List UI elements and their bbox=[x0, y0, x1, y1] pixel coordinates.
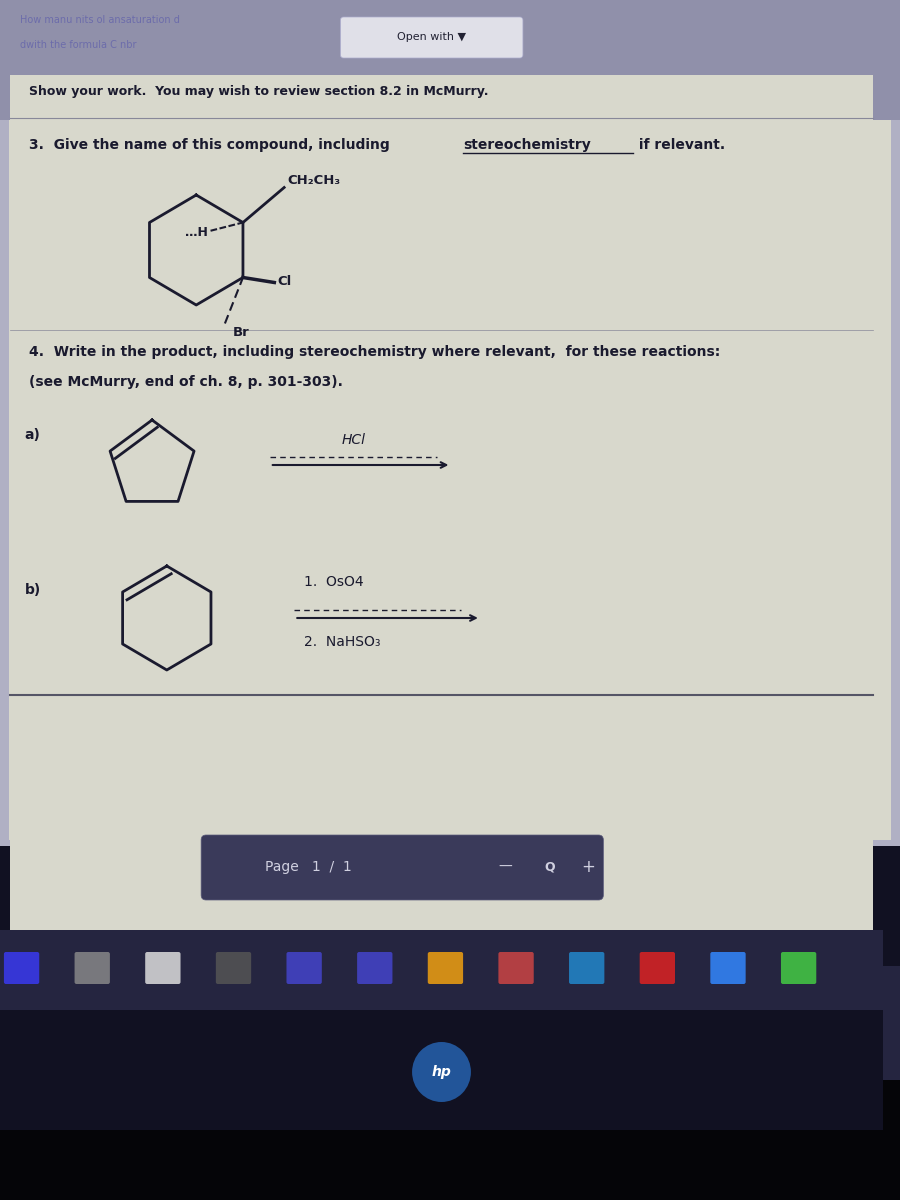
Text: Show your work.  You may wish to review section 8.2 in McMurry.: Show your work. You may wish to review s… bbox=[30, 85, 489, 98]
FancyBboxPatch shape bbox=[216, 952, 251, 984]
Text: hp: hp bbox=[432, 1066, 452, 1079]
FancyBboxPatch shape bbox=[145, 952, 181, 984]
Text: —: — bbox=[499, 860, 512, 874]
Text: Q: Q bbox=[544, 860, 554, 874]
Text: 2.  NaHSO₃: 2. NaHSO₃ bbox=[304, 635, 381, 649]
Bar bbox=[0, 846, 900, 966]
Bar bbox=[10, 74, 873, 930]
Text: stereochemistry: stereochemistry bbox=[464, 138, 590, 152]
Text: CH₂CH₃: CH₂CH₃ bbox=[287, 174, 340, 187]
FancyBboxPatch shape bbox=[286, 952, 322, 984]
Text: b): b) bbox=[24, 583, 40, 596]
Text: Cl: Cl bbox=[277, 275, 292, 288]
Bar bbox=[0, 1130, 883, 1200]
Bar bbox=[0, 966, 900, 1080]
Bar bbox=[9, 120, 891, 840]
FancyBboxPatch shape bbox=[569, 952, 605, 984]
Text: +: + bbox=[581, 858, 596, 876]
Text: 1.  OsO4: 1. OsO4 bbox=[304, 575, 364, 589]
FancyBboxPatch shape bbox=[428, 952, 464, 984]
Text: Page   1  /  1: Page 1 / 1 bbox=[265, 860, 352, 874]
Text: 3.  Give the name of this compound, including: 3. Give the name of this compound, inclu… bbox=[30, 138, 395, 152]
Text: Br: Br bbox=[233, 326, 250, 340]
Bar bbox=[0, 0, 900, 120]
Bar bbox=[0, 0, 900, 846]
Text: How manu nits ol ansaturation d: How manu nits ol ansaturation d bbox=[20, 14, 179, 25]
FancyBboxPatch shape bbox=[4, 952, 40, 984]
FancyBboxPatch shape bbox=[340, 17, 523, 58]
FancyBboxPatch shape bbox=[640, 952, 675, 984]
Text: Open with ▼: Open with ▼ bbox=[397, 32, 466, 42]
Bar bbox=[0, 1080, 900, 1200]
Text: …H: …H bbox=[184, 226, 208, 239]
Circle shape bbox=[412, 1042, 471, 1102]
FancyBboxPatch shape bbox=[710, 952, 745, 984]
Bar bbox=[0, 0, 883, 70]
Text: if relevant.: if relevant. bbox=[634, 138, 724, 152]
Bar bbox=[0, 1010, 883, 1130]
Text: 4.  Write in the product, including stereochemistry where relevant,  for these r: 4. Write in the product, including stere… bbox=[30, 346, 721, 359]
FancyBboxPatch shape bbox=[357, 952, 392, 984]
Text: dwith the formula C nbr: dwith the formula C nbr bbox=[20, 40, 136, 50]
Bar bbox=[0, 930, 883, 1006]
Text: a): a) bbox=[24, 428, 40, 442]
FancyBboxPatch shape bbox=[201, 835, 603, 900]
FancyBboxPatch shape bbox=[499, 952, 534, 984]
FancyBboxPatch shape bbox=[781, 952, 816, 984]
FancyBboxPatch shape bbox=[75, 952, 110, 984]
Text: HCl: HCl bbox=[341, 433, 365, 446]
Text: (see McMurry, end of ch. 8, p. 301-303).: (see McMurry, end of ch. 8, p. 301-303). bbox=[30, 374, 343, 389]
